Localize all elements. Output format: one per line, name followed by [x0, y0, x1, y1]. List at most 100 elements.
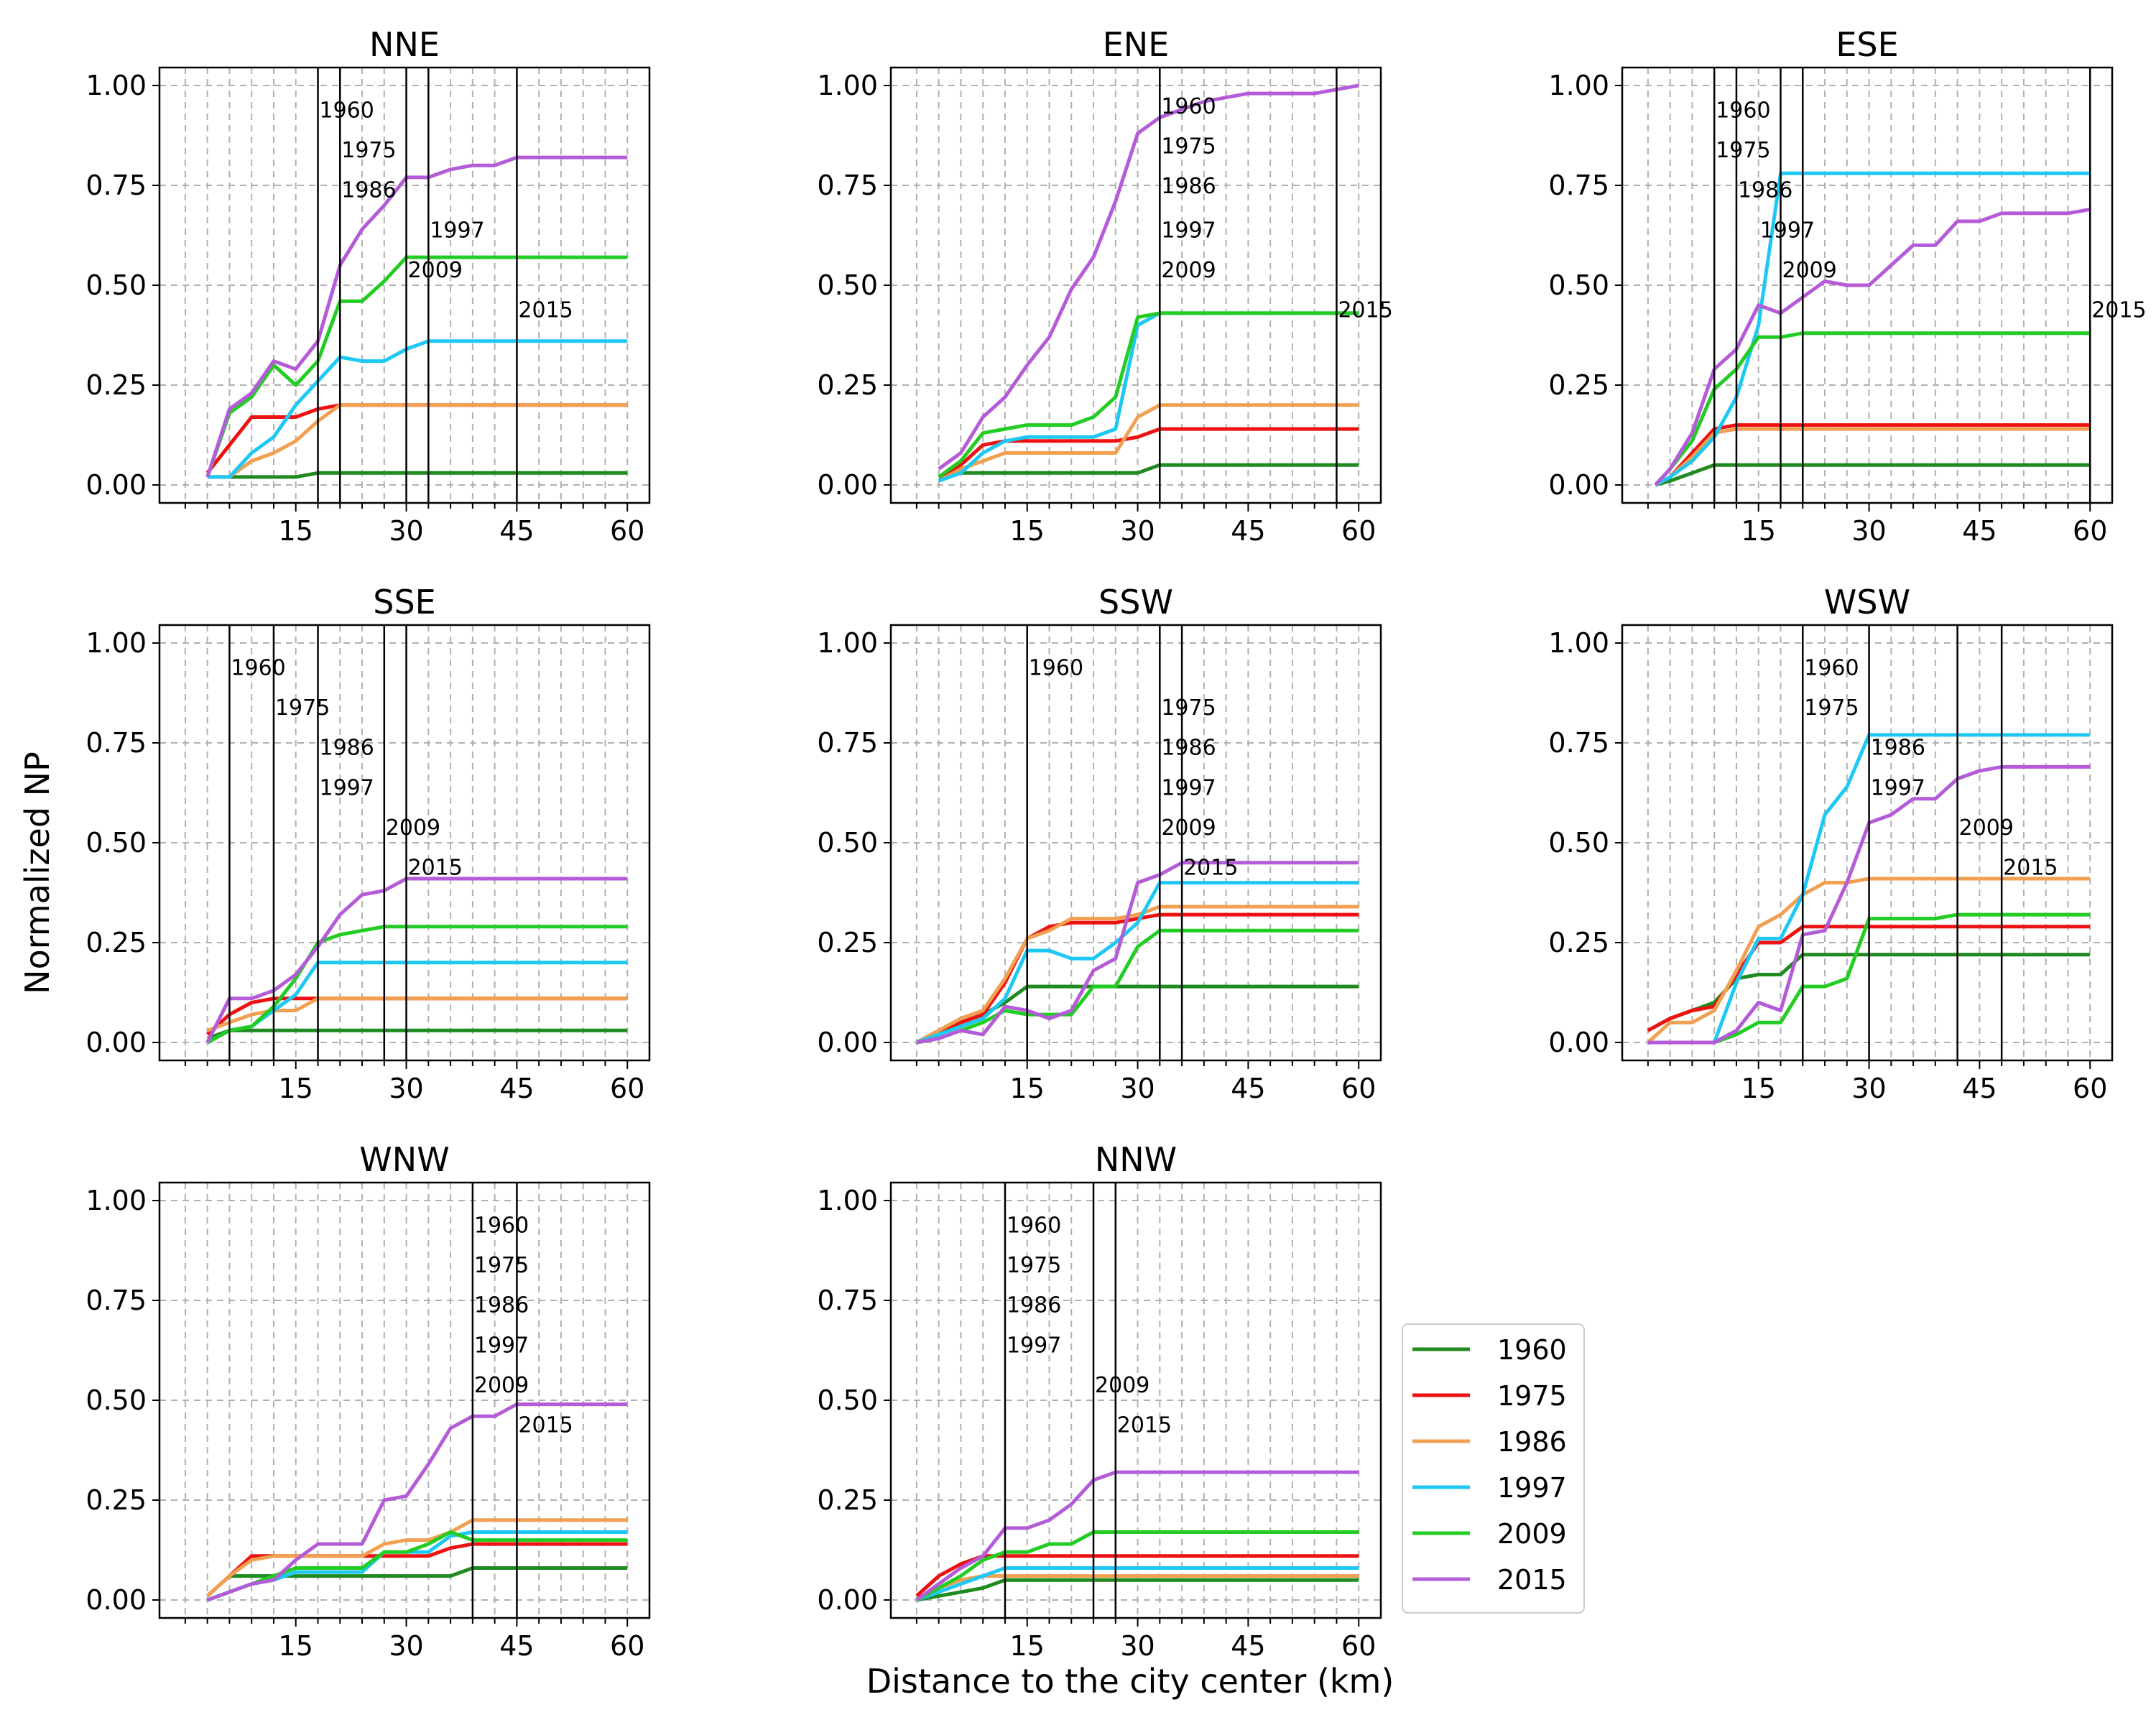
annotation-label: 2009	[1161, 815, 1216, 841]
y-tick-label: 0.00	[85, 1027, 147, 1058]
x-tick-label: 30	[1120, 515, 1155, 547]
y-tick-label: 0.00	[85, 469, 147, 501]
annotation-label: 1997	[1871, 775, 1925, 800]
y-tick-label: 0.00	[817, 1584, 878, 1616]
annotation-label: 2015	[1338, 297, 1392, 323]
x-tick-label: 60	[2073, 1073, 2107, 1104]
panel-title: ENE	[1103, 25, 1170, 64]
annotation-label: 1960	[1716, 98, 1770, 123]
x-tick-label: 15	[1010, 515, 1045, 547]
legend-label-1986: 1986	[1497, 1426, 1567, 1458]
y-tick-label: 0.00	[1548, 1027, 1609, 1058]
panel-title: SSE	[373, 583, 435, 621]
x-tick-label: 60	[1341, 1630, 1376, 1662]
series-line-1997	[916, 1566, 1359, 1602]
legend-label-1975: 1975	[1497, 1380, 1567, 1412]
annotation-label: 1997	[1760, 218, 1815, 243]
series-line-2009	[915, 1530, 1359, 1602]
annotation-label: 1997	[1161, 775, 1216, 800]
series-line-1975	[915, 912, 1359, 1045]
annotation-label: 2009	[1161, 258, 1216, 283]
annotation-label: 2009	[1782, 258, 1836, 283]
x-tick-label: 45	[499, 515, 534, 547]
panel-sse: 1960 1975 1986 1997 2009 2015 SSE 15 30 45 60 0.00 0…	[85, 583, 651, 1104]
panel-ene: 1960 1975 1986 1997 2009 2015 ENE 15 30 45 60 0.00 0…	[817, 25, 1392, 547]
annotation-label: 2009	[474, 1373, 529, 1398]
y-tick-label: 0.75	[85, 727, 147, 759]
annotation-label: 2015	[1117, 1412, 1172, 1438]
y-tick-label: 0.25	[85, 1484, 147, 1516]
series-line-1997	[1655, 171, 2091, 487]
annotation-label: 2009	[408, 258, 463, 283]
y-tick-label: 1.00	[817, 1185, 878, 1216]
legend-label-1960: 1960	[1497, 1334, 1567, 1366]
series-line-2015	[938, 83, 1359, 471]
x-tick-label: 15	[1741, 515, 1776, 547]
x-tick-label: 45	[499, 1073, 534, 1104]
x-tick-label: 45	[499, 1630, 534, 1662]
series-line-2015	[915, 1470, 1359, 1602]
annotation-label: 1986	[319, 736, 374, 761]
annotation-label: 2015	[1183, 855, 1238, 880]
y-tick-label: 0.50	[85, 269, 147, 301]
y-tick-label: 0.00	[85, 1584, 147, 1616]
panel-nne: 1960 1975 1986 1997 2009 2015 NNE 15 30 45 60 0.00 0…	[85, 25, 651, 547]
series-line-1986	[938, 403, 1359, 483]
annotation-label: 1960	[1161, 94, 1216, 119]
legend: 1960 1975 1986 1997 2009 2015	[1402, 1323, 1585, 1614]
annotation-label: 1997	[1161, 218, 1216, 243]
x-tick-label: 30	[389, 1630, 423, 1662]
annotation-label: 1986	[1161, 736, 1216, 761]
annotation-label: 1960	[474, 1213, 529, 1238]
x-tick-label: 60	[2073, 515, 2107, 547]
annotation-label: 2015	[518, 1412, 573, 1438]
panel-title: WNW	[359, 1140, 449, 1179]
series-line-1975	[938, 427, 1359, 479]
x-tick-label: 30	[389, 1073, 423, 1104]
panel-title: NNW	[1095, 1140, 1177, 1179]
x-tick-label: 30	[1120, 1073, 1155, 1104]
y-tick-label: 1.00	[85, 70, 147, 101]
x-tick-label: 30	[1851, 515, 1886, 547]
x-tick-label: 60	[1341, 515, 1376, 547]
panel-ese: 1960 1975 1986 1997 2009 2015 ESE 15 30 45 60 0.00 0…	[1548, 25, 2146, 547]
annotation-label: 2009	[1959, 815, 2014, 841]
series-line-1975	[1655, 423, 2091, 487]
y-tick-label: 0.25	[1548, 927, 1609, 958]
y-tick-label: 0.50	[1548, 269, 1609, 301]
y-tick-label: 0.75	[817, 170, 878, 201]
panel-nnw: 1960 1975 1986 1997 2009 2015 NNW 15 30 45 60 0.00 0…	[817, 1140, 1382, 1662]
panel-ssw: 1960 1975 1986 1997 2009 2015 SSW 15 30 45 60 0.00 0…	[817, 583, 1382, 1104]
x-tick-label: 45	[1962, 1073, 1997, 1104]
series-line-2009	[1654, 331, 2091, 486]
x-tick-label: 60	[1341, 1073, 1376, 1104]
y-tick-label: 1.00	[85, 1185, 147, 1216]
x-tick-label: 15	[1741, 1073, 1776, 1104]
series-line-2015	[205, 877, 628, 1044]
annotation-label: 1997	[319, 775, 374, 800]
legend-label-1997: 1997	[1497, 1472, 1567, 1504]
y-tick-label: 0.50	[817, 269, 878, 301]
series-line-1997	[938, 311, 1359, 483]
y-tick-label: 0.75	[1548, 727, 1609, 759]
y-tick-label: 1.00	[817, 70, 878, 101]
annotation-label: 1960	[319, 98, 374, 123]
series-line-1960	[938, 463, 1359, 479]
series-line-1960	[1655, 463, 2091, 487]
x-tick-label: 30	[1851, 1073, 1886, 1104]
annotation-label: 2015	[2003, 855, 2058, 880]
series-line-1997	[916, 881, 1359, 1045]
x-tick-label: 45	[1962, 515, 1997, 547]
annotation-label: 1997	[474, 1333, 529, 1358]
annotation-label: 1960	[231, 655, 285, 680]
series-line-1960	[206, 1566, 628, 1598]
y-tick-label: 0.25	[85, 927, 147, 958]
y-tick-label: 0.75	[85, 170, 147, 201]
series-line-2015	[206, 1402, 628, 1602]
annotation-label: 1986	[1007, 1293, 1061, 1318]
annotation-label: 1975	[1716, 138, 1770, 163]
x-tick-label: 30	[389, 515, 423, 547]
series-line-2015	[205, 155, 628, 478]
panel-wsw: 1960 1975 1986 1997 2009 2015 WSW 15 30 45 60 0.00 0…	[1548, 583, 2114, 1104]
